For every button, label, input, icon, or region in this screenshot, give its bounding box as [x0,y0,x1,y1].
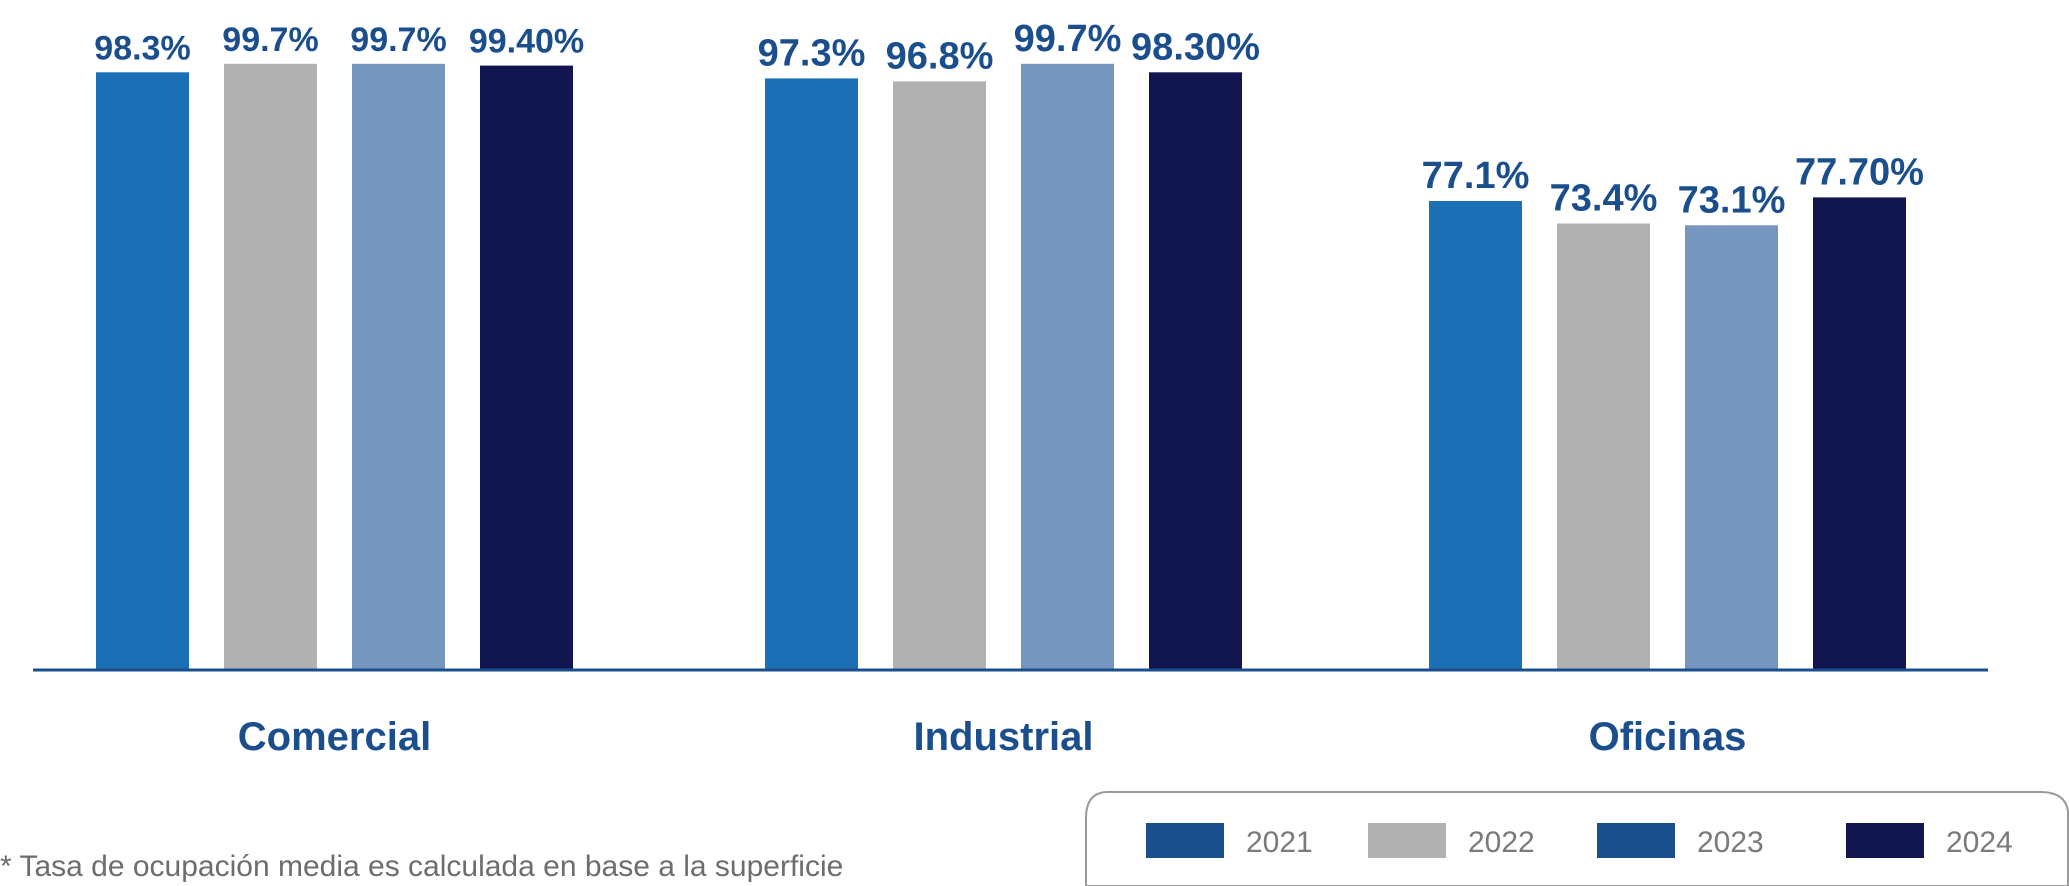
legend-swatch-2021 [1146,823,1224,858]
category-label-comercial: Comercial [238,715,431,759]
value-label-industrial-2021: 97.3% [758,32,866,74]
legend-swatch-2023 [1597,823,1675,858]
bar-comercial-2023 [352,63,445,670]
value-label-comercial-2022: 99.7% [222,21,318,59]
value-label-oficinas-2021: 77.1% [1422,155,1530,197]
legend-label-2021: 2021 [1246,826,1313,859]
category-label-industrial: Industrial [913,715,1093,759]
legend-swatch-2022 [1368,823,1446,858]
bar-industrial-2022 [893,81,986,669]
value-label-industrial-2024: 98.30% [1131,26,1260,68]
category-label-oficinas: Oficinas [1589,715,1747,759]
value-label-oficinas-2022: 73.4% [1550,178,1658,220]
value-labels-group: 98.3% 99.7% 99.7% 99.40% 97.3% 96.8% 99.7% 98.3… [94,18,1924,222]
legend-label-2023: 2023 [1697,826,1764,859]
value-label-comercial-2021: 98.3% [94,29,190,67]
legend-label-2022: 2022 [1468,826,1535,859]
value-label-industrial-2023: 99.7% [1014,18,1122,60]
bar-comercial-2024 [480,65,573,670]
bar-comercial-2021 [96,72,189,670]
value-label-industrial-2022: 96.8% [886,35,994,77]
value-label-oficinas-2023: 73.1% [1678,179,1786,221]
value-label-oficinas-2024: 77.70% [1795,151,1924,193]
footnote: * Tasa de ocupación media es calculada e… [0,850,844,883]
bar-industrial-2023 [1021,63,1114,670]
bar-oficinas-2023 [1685,225,1778,670]
bar-oficinas-2024 [1813,197,1906,669]
legend-label-2024: 2024 [1946,826,2013,859]
bar-oficinas-2021 [1429,201,1522,669]
bar-oficinas-2022 [1557,223,1650,669]
bar-industrial-2024 [1149,72,1242,670]
legend: 2021 2022 2023 2024 [1146,823,2013,859]
category-labels-group: Comercial Industrial Oficinas [238,715,1747,759]
bar-industrial-2021 [765,78,858,669]
value-label-comercial-2023: 99.7% [350,21,446,59]
bars-group [96,63,1906,670]
legend-box [1085,791,2069,886]
bar-comercial-2022 [224,63,317,670]
value-label-comercial-2024: 99.40% [469,23,584,61]
legend-swatch-2024 [1846,823,1924,858]
